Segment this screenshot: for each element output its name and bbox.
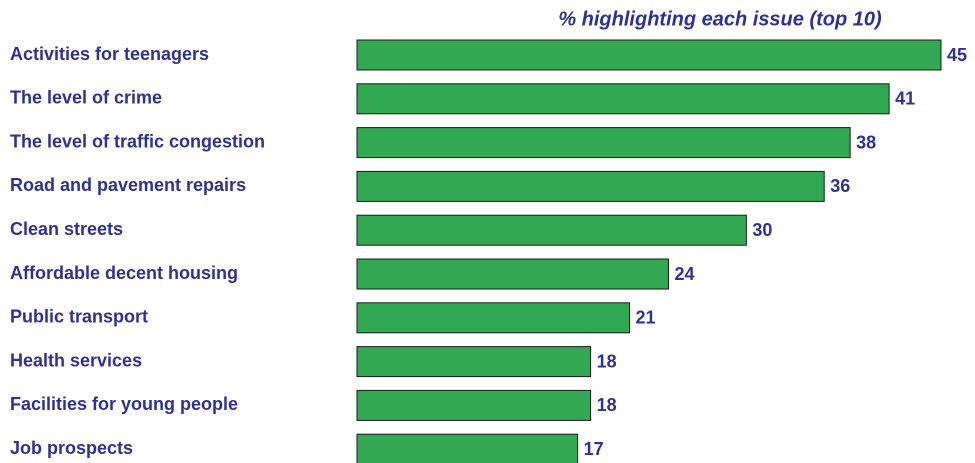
value-label: 18 <box>597 351 617 371</box>
bar <box>356 258 669 290</box>
value-label: 21 <box>636 308 656 328</box>
value-label: 18 <box>597 395 617 415</box>
value-label: 17 <box>584 439 604 459</box>
bar <box>356 39 942 71</box>
bar <box>356 83 890 115</box>
value-label: 41 <box>895 89 915 109</box>
category-label: The level of traffic congestion <box>10 131 265 151</box>
value-label: 45 <box>947 45 967 65</box>
bar <box>356 214 747 246</box>
bar <box>356 389 592 421</box>
category-label: Public transport <box>10 307 148 327</box>
bar <box>356 170 825 202</box>
bar <box>356 127 851 159</box>
category-label: Facilities for young people <box>10 394 238 414</box>
category-label: Clean streets <box>10 219 123 239</box>
value-label: 36 <box>830 176 850 196</box>
value-label: 24 <box>674 264 694 284</box>
category-label: Health services <box>10 350 142 370</box>
value-label: 38 <box>856 132 876 152</box>
category-label: Affordable decent housing <box>10 263 238 283</box>
category-label: Job prospects <box>10 438 133 458</box>
bar <box>356 302 631 334</box>
chart-title: % highlighting each issue (top 10) <box>558 8 882 30</box>
bar <box>356 433 579 463</box>
category-label: The level of crime <box>10 88 162 108</box>
value-label: 30 <box>752 220 772 240</box>
bar <box>356 346 592 378</box>
category-label: Road and pavement repairs <box>10 175 246 195</box>
category-label: Activities for teenagers <box>10 44 209 64</box>
